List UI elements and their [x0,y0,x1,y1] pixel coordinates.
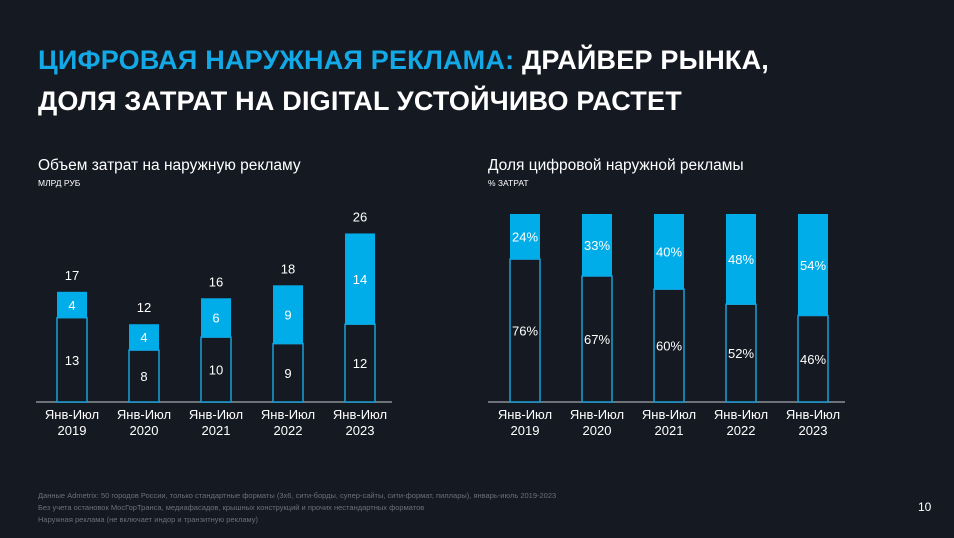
data-label: 48% [728,252,754,267]
data-label: 13 [65,353,79,368]
bar-segment-digital [345,233,375,325]
bar-segment-base [509,258,541,403]
total-label: 12 [137,300,151,315]
bar-segment-base [725,303,757,403]
data-label: 67% [584,332,610,347]
x-tick-label: Янв-Июл [642,407,696,422]
data-label: 14 [353,272,367,287]
x-tick-label: 2020 [130,423,159,438]
data-label: 6 [212,311,219,326]
data-label: 76% [512,324,538,339]
bar-segment-digital [726,214,756,305]
bar-segment-digital [273,285,303,344]
x-tick-label: Янв-Июл [333,407,387,422]
bar-segment-digital [798,214,828,316]
x-tick-label: 2020 [583,423,612,438]
footnote: Наружная реклама (не включает индор и тр… [38,515,258,524]
data-label: 24% [512,230,538,245]
chart1-unit: МЛРД РУБ [38,178,81,188]
title-rest: ДРАЙВЕР РЫНКА, [514,45,769,75]
bar-segment-digital [510,214,540,260]
slide-title: ЦИФРОВАЯ НАРУЖНАЯ РЕКЛАМА: ДРАЙВЕР РЫНКА… [38,40,769,122]
chart2-unit: % ЗАТРАТ [488,178,529,188]
bar-segment-base [272,342,304,403]
chart1-title: Объем затрат на наружную рекламу [38,157,301,174]
data-label: 12 [353,356,367,371]
data-label: 40% [656,245,682,260]
bar-segment-base [200,336,232,403]
x-tick-label: 2023 [346,423,375,438]
x-tick-label: Янв-Июл [117,407,171,422]
data-label: 52% [728,346,754,361]
x-tick-label: 2021 [655,423,684,438]
total-label: 16 [209,274,223,289]
x-tick-label: Янв-Июл [714,407,768,422]
x-tick-label: Янв-Июл [189,407,243,422]
chart2-title: Доля цифровой наружной рекламы [488,157,744,174]
bar-segment-base [128,349,160,403]
bar-segment-base [56,316,88,403]
data-label: 4 [68,298,75,313]
data-label: 33% [584,238,610,253]
footnotes: Данные Admetrix: 50 городов России, толь… [38,490,556,526]
title-accent: ЦИФРОВАЯ НАРУЖНАЯ РЕКЛАМА: [38,45,515,75]
x-tick-label: Янв-Июл [570,407,624,422]
total-label: 17 [65,268,79,283]
data-label: 60% [656,339,682,354]
data-label: 4 [140,330,147,345]
x-tick-label: 2019 [58,423,87,438]
bar-segment-base [797,314,829,403]
x-tick-label: Янв-Июл [261,407,315,422]
x-tick-label: Янв-Июл [45,407,99,422]
page-number: 10 [918,500,932,514]
x-tick-label: 2023 [799,423,828,438]
data-label: 8 [140,369,147,384]
title-line2: ДОЛЯ ЗАТРАТ НА DIGITAL УСТОЙЧИВО РАСТЕТ [38,86,682,116]
data-label: 54% [800,258,826,273]
bar-segment-digital [57,291,87,318]
bar-segment-digital [582,214,612,277]
bar-segment-base [344,323,376,403]
bar-segment-base [581,275,613,403]
x-tick-label: 2022 [274,423,303,438]
x-tick-label: Янв-Июл [786,407,840,422]
x-tick-label: 2021 [202,423,231,438]
bar-segment-digital [654,214,684,290]
total-label: 18 [281,261,295,276]
footnote: Данные Admetrix: 50 городов России, толь… [38,491,557,500]
bar-segment-digital [201,298,231,338]
bar-segment-digital [129,324,159,351]
x-tick-label: 2022 [727,423,756,438]
footnote: Без учета остановок МосГорТранса, медиаф… [38,503,425,512]
x-tick-label: 2019 [511,423,540,438]
data-label: 10 [209,363,223,378]
data-label: 46% [800,352,826,367]
x-tick-label: Янв-Июл [498,407,552,422]
data-label: 9 [284,307,291,322]
total-label: 26 [353,209,367,224]
data-label: 9 [284,366,291,381]
